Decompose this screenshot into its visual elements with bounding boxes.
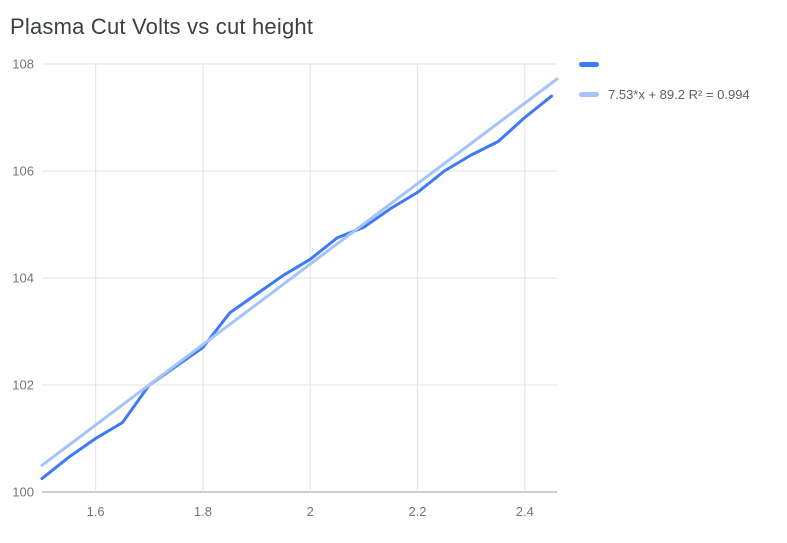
chart-legend: 7.53*x + 89.2 R² = 0.994: [579, 58, 750, 102]
series-swatch: [579, 61, 599, 67]
y-tick-label-106: 106: [12, 164, 34, 179]
x-tick-label-2: 2: [307, 504, 314, 519]
x-tick-label-2.2: 2.2: [408, 504, 426, 519]
trendline-legend-label: 7.53*x + 89.2 R² = 0.994: [608, 87, 750, 102]
series-line-trendline: [40, 77, 559, 467]
y-tick-label-104: 104: [12, 271, 34, 286]
legend-item-series: [579, 58, 750, 70]
y-tick-label-108: 108: [12, 57, 34, 72]
chart-title: Plasma Cut Volts vs cut height: [10, 14, 314, 39]
legend-item-trendline: 7.53*x + 89.2 R² = 0.994: [579, 87, 750, 102]
y-tick-label-100: 100: [12, 485, 34, 500]
y-tick-label-102: 102: [12, 378, 34, 393]
x-tick-label-1.6: 1.6: [87, 504, 105, 519]
trendline-swatch: [579, 92, 599, 97]
x-tick-label-2.4: 2.4: [516, 504, 534, 519]
series-line-volts: [40, 94, 554, 481]
x-tick-label-1.8: 1.8: [194, 504, 212, 519]
